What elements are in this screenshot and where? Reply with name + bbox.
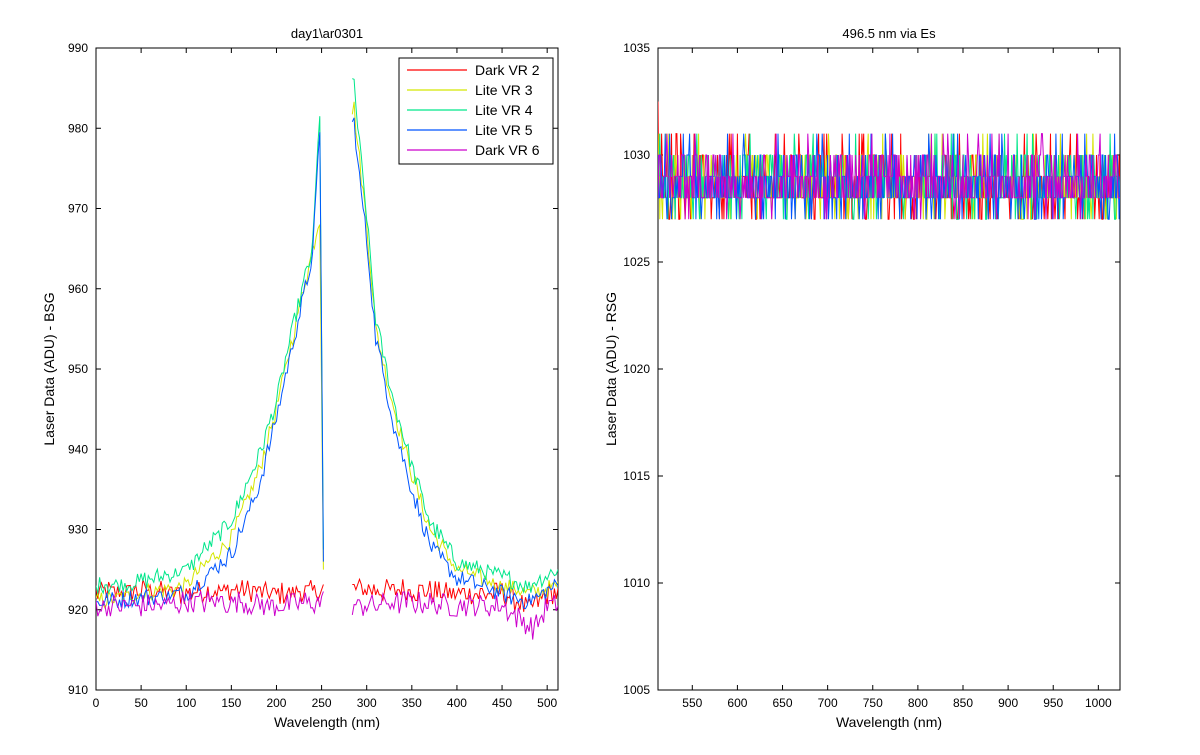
y-tick-label: 1025 xyxy=(623,255,650,269)
x-tick-label: 300 xyxy=(357,696,377,710)
series-group xyxy=(658,101,1120,220)
x-axis-label: Wavelength (nm) xyxy=(274,714,380,730)
series-line-dark-vr-6 xyxy=(96,591,558,640)
y-axis-label: Laser Data (ADU) - BSG xyxy=(41,292,57,445)
x-tick-label: 200 xyxy=(266,696,286,710)
series-line-lite-vr-4 xyxy=(96,78,558,595)
y-tick-label: 970 xyxy=(68,202,88,216)
x-tick-label: 750 xyxy=(863,696,883,710)
x-tick-label: 600 xyxy=(727,696,747,710)
y-tick-label: 1010 xyxy=(623,576,650,590)
x-tick-label: 900 xyxy=(998,696,1018,710)
x-axis-label: Wavelength (nm) xyxy=(836,714,942,730)
chart-2: 550 600 650 700 750 800 850 900 950 1000 1005 1010 1… xyxy=(603,26,1121,730)
x-tick-label: 850 xyxy=(953,696,973,710)
y-tick-label: 1030 xyxy=(623,148,650,162)
legend-box xyxy=(398,57,554,165)
y-tick-label: 940 xyxy=(68,442,88,456)
y-tick-label: 1035 xyxy=(623,41,650,55)
x-tick-label: 650 xyxy=(773,696,793,710)
y-tick-label: 930 xyxy=(68,523,88,537)
x-tick-label: 950 xyxy=(1043,696,1063,710)
y-tick-label: 920 xyxy=(68,603,88,617)
legend-label: Dark VR 2 xyxy=(475,62,540,78)
series-line-dark-vr-6 xyxy=(658,133,1120,220)
y-tick-label: 910 xyxy=(68,683,88,697)
x-tick-label: 0 xyxy=(93,696,100,710)
legend-label: Lite VR 4 xyxy=(475,102,533,118)
x-tick-label: 550 xyxy=(682,696,702,710)
y-tick-label: 990 xyxy=(68,41,88,55)
x-tick-label: 350 xyxy=(402,696,422,710)
chart-title: day1\ar0301 xyxy=(291,26,363,41)
series-line-lite-vr-5 xyxy=(96,117,558,610)
y-tick-label: 1015 xyxy=(623,469,650,483)
x-tick-label: 400 xyxy=(447,696,467,710)
x-tick-label: 50 xyxy=(134,696,148,710)
legend-label: Lite VR 5 xyxy=(475,122,533,138)
x-tick-label: 500 xyxy=(537,696,557,710)
y-axis-label: Laser Data (ADU) - RSG xyxy=(603,292,619,446)
x-tick-label: 700 xyxy=(818,696,838,710)
x-tick-label: 250 xyxy=(312,696,332,710)
legend-label: Dark VR 6 xyxy=(475,142,540,158)
x-tick-label: 150 xyxy=(221,696,241,710)
y-tick-label: 1020 xyxy=(623,362,650,376)
x-tick-label: 800 xyxy=(908,696,928,710)
chart-1: 0 50 100 150 200 250 300 350 400 450 500 910 920 930 9… xyxy=(41,26,559,730)
x-tick-label: 450 xyxy=(492,696,512,710)
legend-label: Lite VR 3 xyxy=(475,82,533,98)
chart-title: 496.5 nm via Es xyxy=(842,26,936,41)
y-tick-label: 1005 xyxy=(623,683,650,697)
y-tick-label: 960 xyxy=(68,282,88,296)
x-tick-label: 100 xyxy=(176,696,196,710)
y-tick-label: 980 xyxy=(68,121,88,135)
series-group xyxy=(96,78,558,640)
x-tick-label: 1000 xyxy=(1085,696,1112,710)
legend: Dark VR 2 Lite VR 3 Lite VR 4 Lite VR 5 Dark… xyxy=(398,57,554,165)
y-tick-label: 950 xyxy=(68,362,88,376)
series-line-dark-vr-2 xyxy=(96,577,558,612)
